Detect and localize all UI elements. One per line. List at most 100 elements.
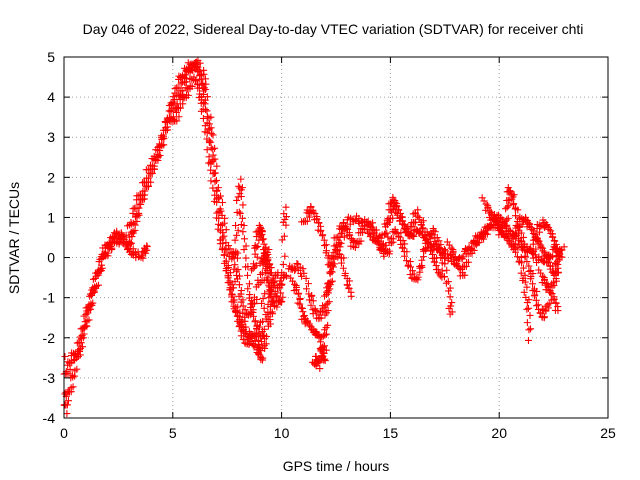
data-point	[324, 307, 332, 315]
data-point	[229, 284, 237, 292]
data-point	[318, 232, 326, 240]
data-point	[237, 332, 245, 340]
data-point	[407, 263, 415, 271]
data-point	[517, 238, 525, 246]
data-point	[209, 131, 217, 139]
data-point	[245, 340, 253, 348]
data-point	[545, 251, 553, 259]
data-point	[253, 253, 261, 261]
data-point	[372, 234, 380, 241]
data-point	[224, 262, 232, 270]
data-point	[536, 228, 544, 236]
data-point	[402, 257, 410, 265]
data-point	[260, 246, 268, 254]
data-point	[523, 299, 531, 307]
data-point	[118, 230, 126, 238]
data-point	[560, 243, 568, 251]
data-point	[116, 238, 124, 246]
data-point	[203, 146, 211, 154]
data-point	[282, 272, 290, 280]
data-point	[325, 298, 333, 306]
data-point	[199, 115, 207, 123]
data-point	[524, 304, 532, 312]
data-point	[409, 231, 417, 239]
data-point	[319, 343, 327, 351]
y-tick-label: -1	[43, 290, 56, 306]
data-point	[264, 308, 272, 316]
data-point	[242, 242, 250, 250]
data-point	[321, 342, 329, 350]
data-point	[262, 261, 270, 269]
data-point	[324, 321, 332, 329]
data-point	[391, 225, 399, 233]
data-point	[142, 249, 150, 257]
data-point	[439, 250, 447, 258]
data-point	[312, 352, 320, 360]
data-point	[319, 352, 327, 360]
data-point	[514, 223, 522, 231]
data-point	[190, 73, 198, 81]
data-point	[230, 302, 238, 310]
data-point	[387, 199, 395, 207]
data-point	[435, 237, 443, 245]
data-point	[309, 310, 317, 318]
data-point	[527, 248, 535, 256]
data-point	[235, 182, 243, 190]
data-point	[299, 308, 307, 316]
data-point	[236, 313, 244, 321]
data-point	[530, 292, 538, 300]
data-point	[259, 317, 267, 325]
data-point	[536, 309, 544, 317]
data-point	[403, 248, 411, 256]
data-point	[525, 296, 533, 304]
data-point	[510, 232, 518, 240]
data-point	[399, 237, 407, 245]
data-point	[207, 124, 215, 132]
data-point	[397, 213, 405, 221]
data-point	[267, 292, 275, 300]
y-tick-label: 1	[47, 209, 55, 225]
data-point	[523, 258, 531, 266]
data-point	[351, 244, 359, 252]
data-point	[220, 259, 228, 267]
data-point	[179, 100, 187, 108]
data-point	[255, 323, 263, 331]
data-point	[245, 294, 253, 302]
data-point	[230, 296, 238, 304]
data-point	[281, 252, 289, 260]
data-point	[544, 258, 552, 266]
data-point	[65, 359, 73, 367]
y-tick-label: 2	[47, 169, 55, 185]
data-point	[339, 264, 347, 272]
data-point	[265, 288, 273, 296]
data-point	[80, 330, 88, 338]
data-point	[427, 230, 435, 238]
data-point	[554, 264, 562, 272]
data-point	[219, 234, 227, 242]
data-point	[427, 247, 435, 255]
data-point	[240, 328, 248, 336]
data-point	[483, 230, 491, 238]
data-point	[374, 237, 382, 245]
data-point	[345, 231, 353, 239]
data-point	[123, 240, 131, 248]
x-tick-label: 10	[274, 425, 290, 441]
data-point	[64, 397, 72, 405]
data-point	[386, 247, 394, 255]
data-point	[244, 311, 252, 319]
data-point	[98, 264, 106, 272]
data-point	[268, 298, 276, 306]
data-point	[446, 310, 454, 318]
data-point	[258, 338, 266, 346]
data-point	[327, 267, 335, 275]
data-point	[474, 239, 482, 247]
data-point	[506, 188, 514, 196]
data-point	[527, 325, 535, 333]
data-point	[383, 229, 391, 237]
data-point	[503, 216, 511, 224]
data-point	[418, 256, 426, 264]
data-point	[278, 281, 286, 289]
data-point	[548, 233, 556, 241]
data-point	[104, 249, 112, 257]
data-point	[236, 184, 244, 192]
